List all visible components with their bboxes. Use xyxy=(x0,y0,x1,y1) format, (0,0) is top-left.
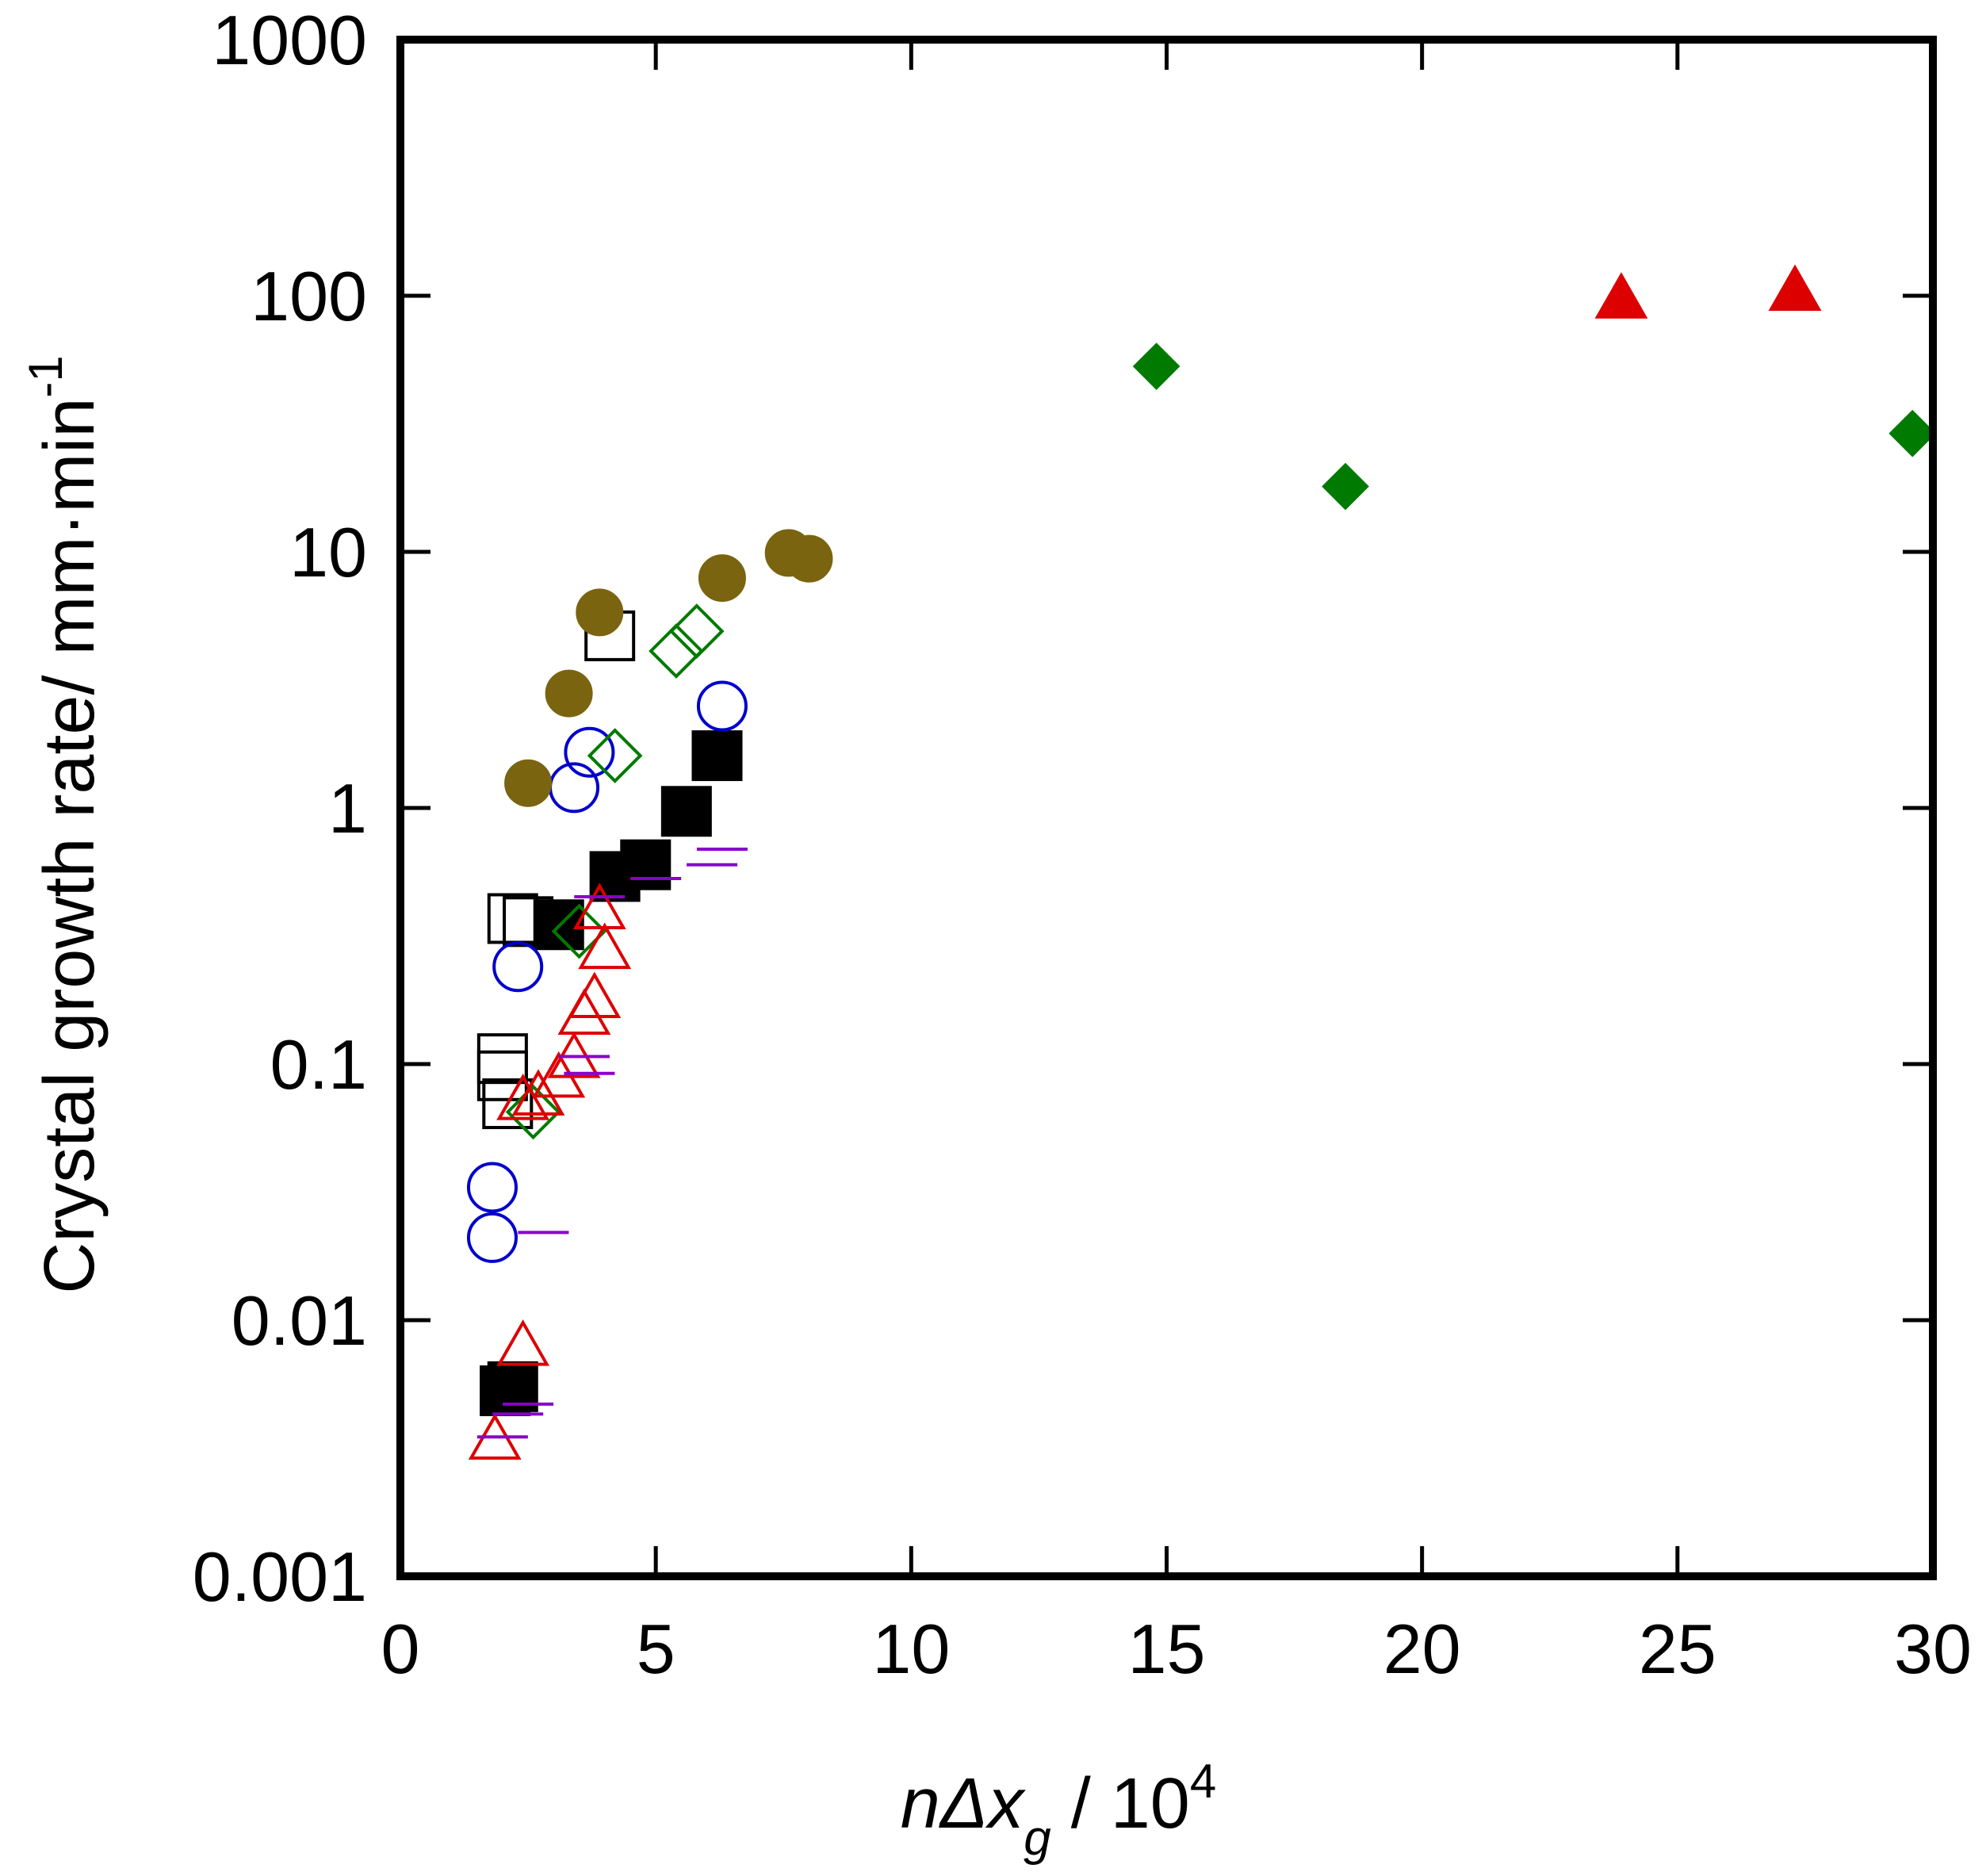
open-triangle-marker xyxy=(496,1319,550,1366)
open-diamond-marker xyxy=(587,728,643,783)
y-title-main: Crystal growth rate/ mm·min xyxy=(30,398,109,1294)
open-square-marker xyxy=(487,893,538,944)
x-tick-label: 25 xyxy=(1639,1610,1716,1688)
open-square-marker xyxy=(476,1050,528,1101)
open-circle-marker xyxy=(466,1162,518,1213)
data-points xyxy=(466,264,1937,1460)
filled-circle-marker xyxy=(785,534,833,583)
filled-square-marker xyxy=(691,730,743,782)
series-filled-square xyxy=(480,730,743,1417)
x-title-main: nΔx xyxy=(901,1764,1026,1843)
filled-square-marker xyxy=(660,786,712,837)
axis-tick-labels: 0 5 10 15 20 25 30 0.001 0.01 0.1 1 10 100 1000 xyxy=(193,1,1972,1688)
y-tick-label: 0.01 xyxy=(232,1281,367,1360)
y-tick-label: 0.001 xyxy=(193,1537,367,1616)
x-title-subscript: g xyxy=(1024,1811,1050,1866)
filled-square-marker xyxy=(480,1365,531,1417)
open-circle-marker xyxy=(564,726,615,778)
y-tick-label: 100 xyxy=(251,257,367,335)
filled-circle-marker xyxy=(504,759,553,807)
x-tick-label: 0 xyxy=(381,1610,420,1688)
filled-circle-marker xyxy=(698,554,746,603)
series-open-triangle xyxy=(468,882,632,1460)
open-diamond-marker xyxy=(649,623,704,679)
open-triangle-marker xyxy=(578,922,632,970)
series-dash xyxy=(476,848,748,1439)
filled-triangle-marker xyxy=(1594,272,1648,319)
open-triangle-marker xyxy=(511,1069,565,1116)
filled-triangle-marker xyxy=(1768,264,1822,311)
axis-ticks xyxy=(398,37,1935,1579)
x-tick-label: 20 xyxy=(1383,1610,1461,1688)
open-diamond-marker xyxy=(505,1084,561,1140)
open-circle-marker xyxy=(466,1212,518,1263)
open-square-marker xyxy=(482,1078,534,1130)
filled-diamond-marker xyxy=(1132,343,1181,390)
x-tick-label: 30 xyxy=(1894,1610,1972,1688)
filled-diamond-marker xyxy=(1322,462,1369,511)
filled-circle-marker xyxy=(545,669,593,718)
y-tick-label: 10 xyxy=(289,513,367,592)
filled-diamond-marker xyxy=(1888,409,1937,458)
y-tick-label: 1000 xyxy=(212,1,367,79)
y-tick-label: 1 xyxy=(328,769,367,848)
filled-square-marker xyxy=(589,851,641,902)
series-filled-triangle xyxy=(1594,264,1822,319)
open-triangle-marker xyxy=(496,1074,550,1120)
x-title-superscript: 4 xyxy=(1190,1755,1216,1808)
y-tick-label: 0.1 xyxy=(270,1025,367,1104)
series-open-diamond xyxy=(505,603,725,1140)
open-triangle-marker xyxy=(532,1051,586,1098)
x-tick-label: 5 xyxy=(637,1610,675,1688)
y-title-superscript: -1 xyxy=(19,355,72,397)
series-filled-circle xyxy=(504,529,833,807)
x-title-rest: / 10 xyxy=(1051,1764,1190,1843)
open-circle-marker xyxy=(492,941,544,993)
open-triangle-marker xyxy=(572,882,626,930)
y-axis-title: Crystal growth rate/ mm·min-1 xyxy=(19,355,109,1294)
open-square-marker xyxy=(476,1033,528,1085)
open-diamond-marker xyxy=(551,903,607,959)
series-filled-diamond xyxy=(1132,343,1937,511)
plot-frame xyxy=(396,36,1937,1580)
open-diamond-marker xyxy=(668,603,725,659)
x-axis-title: nΔxg / 104 xyxy=(901,1755,1216,1866)
x-tick-label: 15 xyxy=(1128,1610,1206,1688)
open-circle-marker xyxy=(696,680,748,732)
filled-circle-marker xyxy=(576,588,624,637)
x-tick-label: 10 xyxy=(872,1610,950,1688)
open-triangle-marker xyxy=(557,988,611,1036)
